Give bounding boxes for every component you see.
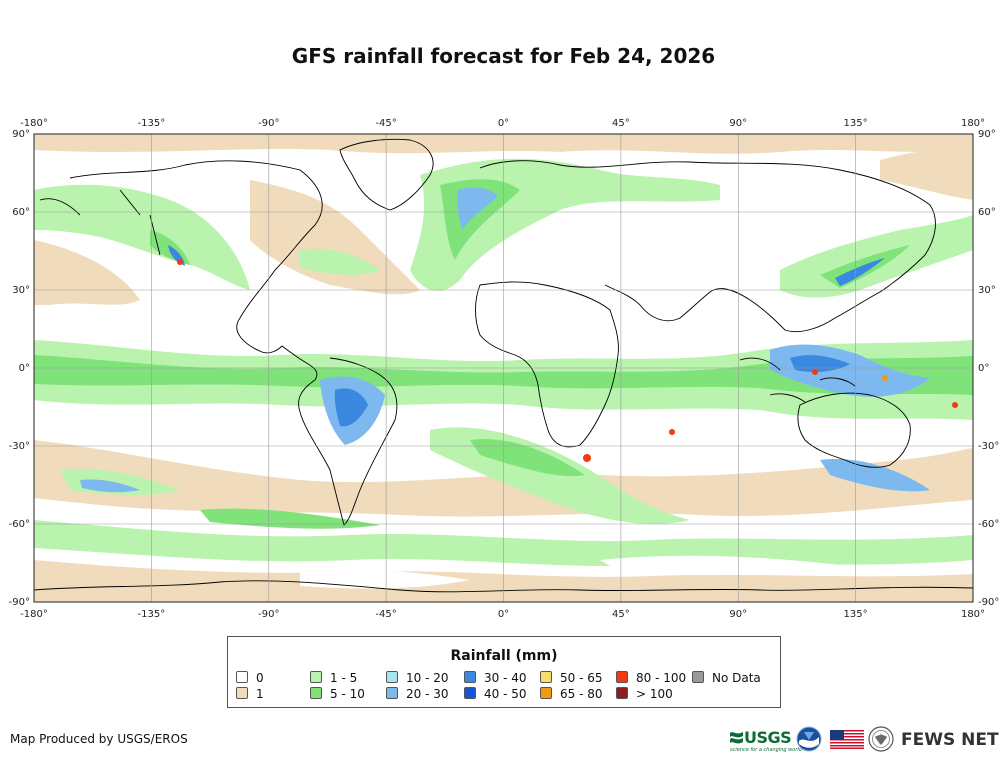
legend-swatch xyxy=(236,687,248,699)
lon-tick-label: -180° xyxy=(20,118,48,129)
lat-tick-label: 60° xyxy=(12,207,30,218)
lon-tick-label: 90° xyxy=(729,609,747,620)
usgs-wave-icon xyxy=(730,732,743,744)
legend-swatch xyxy=(616,671,628,683)
lat-tick-label: 30° xyxy=(978,285,996,296)
legend-swatch xyxy=(464,671,476,683)
usgs-tagline: science for a changing world xyxy=(730,747,802,753)
legend-swatch xyxy=(310,687,322,699)
legend-swatch xyxy=(386,687,398,699)
legend-item: 10 - 20 xyxy=(386,671,449,685)
fews-net-logo: FEWS NET xyxy=(901,730,999,750)
lat-tick-label: 30° xyxy=(12,285,30,296)
lat-tick-label: -30° xyxy=(9,441,30,452)
lon-tick-label: -45° xyxy=(375,118,396,129)
legend-swatch xyxy=(692,671,704,683)
lat-tick-label: -30° xyxy=(978,441,999,452)
legend-item: 50 - 65 xyxy=(540,671,603,685)
legend-item: 1 - 5 xyxy=(310,671,357,685)
legend-title: Rainfall (mm) xyxy=(450,648,558,664)
lon-tick-label: -135° xyxy=(138,118,166,129)
legend-item: 30 - 40 xyxy=(464,671,527,685)
lat-tick-label: 0° xyxy=(19,363,30,374)
legend-swatch xyxy=(616,687,628,699)
lon-tick-label: -90° xyxy=(258,609,279,620)
lon-tick-label: 180° xyxy=(961,609,985,620)
lat-tick-label: -60° xyxy=(978,519,999,530)
lon-tick-label: 45° xyxy=(612,609,630,620)
noaa-logo xyxy=(796,726,822,752)
lat-tick-label: 60° xyxy=(978,207,996,218)
lon-tick-label: -180° xyxy=(20,609,48,620)
top-lon-labels: -180° -135° -90° -45° 0° 45° 90° 135° 18… xyxy=(20,118,985,129)
legend-swatch xyxy=(540,687,552,699)
map-frame xyxy=(33,133,974,603)
lon-tick-label: -90° xyxy=(258,118,279,129)
lat-tick-label: 90° xyxy=(978,129,996,140)
us-flag-icon xyxy=(830,730,864,749)
state-department-seal-icon xyxy=(868,726,894,752)
map-title: GFS rainfall forecast for Feb 24, 2026 xyxy=(291,44,716,68)
graticule xyxy=(34,134,973,602)
right-lat-labels: 90° 60° 30° 0° -30° -60° -90° xyxy=(978,129,999,608)
left-lat-labels: 90° 60° 30° 0° -30° -60° -90° xyxy=(9,129,30,608)
lat-tick-label: -90° xyxy=(9,597,30,608)
lat-tick-label: -60° xyxy=(9,519,30,530)
lon-tick-label: 0° xyxy=(498,609,509,620)
legend-item: No Data xyxy=(692,671,761,685)
legend-swatch xyxy=(386,671,398,683)
credit-text: Map Produced by USGS/EROS xyxy=(10,732,188,746)
lon-tick-label: -45° xyxy=(375,609,396,620)
lon-tick-label: 135° xyxy=(844,609,868,620)
logo-strip: USGS science for a changing world FEWS N… xyxy=(730,724,1000,754)
lat-tick-label: 0° xyxy=(978,363,989,374)
legend-item: 5 - 10 xyxy=(310,687,365,701)
legend-swatch xyxy=(464,687,476,699)
legend-item: 65 - 80 xyxy=(540,687,603,701)
legend-item: 20 - 30 xyxy=(386,687,449,701)
legend-swatch xyxy=(310,671,322,683)
lon-tick-label: 135° xyxy=(844,118,868,129)
lon-tick-label: 0° xyxy=(498,118,509,129)
legend: Rainfall (mm) 0 1 1 - 5 5 - 10 10 - 20 2… xyxy=(227,636,781,708)
lon-tick-label: -135° xyxy=(138,609,166,620)
lon-tick-label: 90° xyxy=(729,118,747,129)
usgs-wordmark: USGS xyxy=(744,728,792,747)
legend-item: > 100 xyxy=(616,687,673,701)
legend-item: 0 xyxy=(236,671,264,685)
legend-item: 1 xyxy=(236,687,264,701)
legend-item: 80 - 100 xyxy=(616,671,686,685)
legend-swatch xyxy=(540,671,552,683)
lat-tick-label: -90° xyxy=(978,597,999,608)
lat-tick-label: 90° xyxy=(12,129,30,140)
lon-tick-label: 45° xyxy=(612,118,630,129)
usgs-logo: USGS science for a changing world xyxy=(730,728,802,753)
legend-swatch xyxy=(236,671,248,683)
legend-item: 40 - 50 xyxy=(464,687,527,701)
lon-tick-label: 180° xyxy=(961,118,985,129)
bottom-lon-labels: -180° -135° -90° -45° 0° 45° 90° 135° 18… xyxy=(20,609,985,620)
